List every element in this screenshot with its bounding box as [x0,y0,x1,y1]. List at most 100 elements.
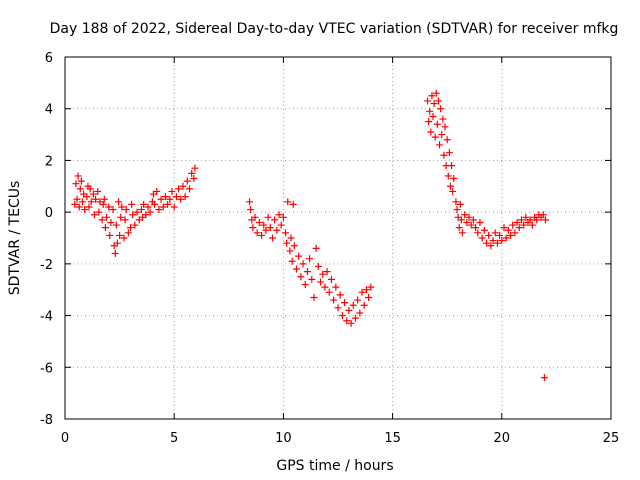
data-point [444,172,452,180]
data-point [92,195,100,203]
data-point [450,175,458,183]
data-point [483,239,491,247]
data-point [246,198,254,206]
data-point [312,244,320,252]
data-point [268,234,276,242]
data-point [528,221,536,229]
data-point [440,151,448,159]
data-point [73,195,81,203]
data-point [310,293,318,301]
data-point [428,92,436,100]
data-point [76,185,84,193]
data-point [433,120,441,128]
data-point [95,208,103,216]
data-point [347,319,355,327]
data-point [142,211,150,219]
data-point [457,216,465,224]
data-point [362,286,370,294]
data-point [133,208,141,216]
data-point [107,218,115,226]
data-point [500,224,508,232]
data-point [284,198,292,206]
data-point [287,234,295,242]
data-point [151,200,159,208]
data-point [94,187,102,195]
data-point [365,293,373,301]
data-points [71,89,549,382]
axis-ticks: 0 5 10 15 20 25 -8 -6 -4 -2 0 2 4 6 [40,51,619,446]
data-point [522,213,530,221]
data-point [358,288,366,296]
data-point [181,193,189,201]
data-point [458,229,466,237]
data-point [533,216,541,224]
data-point [87,198,95,206]
data-point [425,118,433,126]
data-point [507,231,515,239]
data-point [325,288,333,296]
data-point [437,105,445,113]
data-point [441,123,449,131]
data-point [360,301,368,309]
data-point [424,97,432,105]
data-point [426,107,434,115]
data-point [85,203,93,211]
data-point [99,200,107,208]
data-point [465,213,473,221]
data-point [341,299,349,307]
data-point [434,97,442,105]
data-point [121,216,129,224]
data-point [498,237,506,245]
data-point [336,291,344,299]
data-point [153,187,161,195]
data-point [191,164,199,172]
data-point [164,200,172,208]
data-point [443,136,451,144]
y-tick-label: -2 [40,258,53,273]
grid-lines [65,57,611,419]
data-point [301,281,309,289]
data-point [86,185,94,193]
data-point [113,239,121,247]
data-point [327,275,335,283]
data-point [166,195,174,203]
data-point [351,314,359,322]
data-point [469,216,477,224]
data-point [118,203,126,211]
data-point [124,229,132,237]
data-point [161,193,169,201]
data-point [456,200,464,208]
data-point [255,218,263,226]
data-point [144,203,152,211]
data-point [303,268,311,276]
data-point [513,218,521,226]
data-point [295,252,303,260]
data-point [159,203,167,211]
data-point [109,206,117,214]
data-point [430,100,438,108]
data-point [78,198,86,206]
data-point [90,211,98,219]
data-point [539,211,547,219]
data-point [453,206,461,214]
data-point [185,185,193,193]
data-point [520,221,528,229]
data-point [75,203,83,211]
data-point [293,265,301,273]
data-point [101,224,109,232]
data-point [455,224,463,232]
data-point [427,128,435,136]
data-point [429,112,437,120]
x-tick-label: 25 [603,431,620,446]
data-point [540,374,548,382]
data-point [262,226,270,234]
data-point [120,234,128,242]
data-point [247,206,255,214]
data-point [115,198,123,206]
data-point [170,203,178,211]
data-point [356,309,364,317]
data-point [273,226,281,234]
data-point [157,195,165,203]
y-tick-label: -4 [40,310,53,325]
